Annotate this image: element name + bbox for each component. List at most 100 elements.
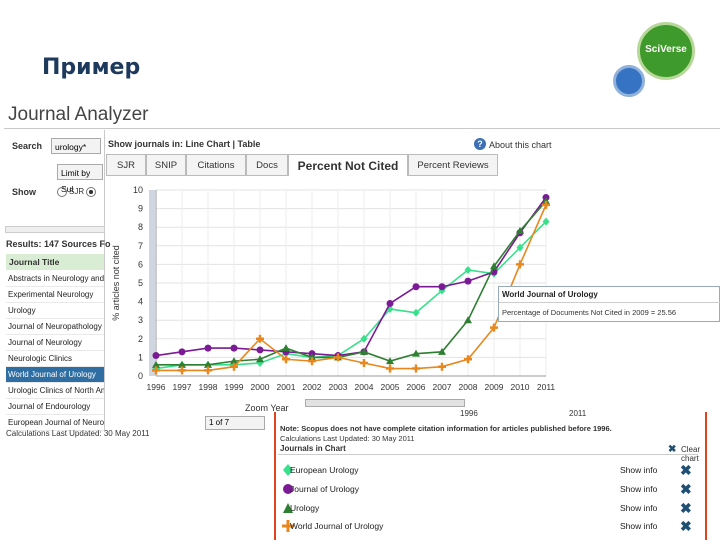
data-point	[230, 362, 238, 371]
tab-sjr[interactable]: SJR	[106, 154, 146, 176]
about-chart-link[interactable]: About this chart	[489, 140, 552, 150]
data-point	[256, 358, 264, 367]
list-item-selected[interactable]: World Journal of Urology	[6, 367, 104, 383]
x-tick-label: 2002	[303, 382, 322, 392]
x-tick-label: 2003	[329, 382, 348, 392]
x-tick-label: 2005	[381, 382, 400, 392]
x-tick-label: 1998	[199, 382, 218, 392]
legend-divider	[278, 454, 698, 455]
x-tick-label: 2007	[433, 382, 452, 392]
data-point	[516, 243, 524, 252]
show-snip-radio[interactable]	[86, 187, 96, 197]
x-tick-label: 1999	[225, 382, 244, 392]
y-tick-label: 1	[138, 352, 143, 362]
list-item[interactable]: Neurologic Clinics	[6, 351, 104, 367]
legend-label: Urology	[290, 503, 320, 513]
list-item[interactable]: Urology	[6, 303, 104, 319]
limit-by-subject-select[interactable]: Limit by Sul	[57, 164, 103, 194]
tab-docs[interactable]: Docs	[246, 154, 288, 176]
tooltip-title: World Journal of Urology	[502, 290, 598, 299]
x-tick-label: 2008	[459, 382, 478, 392]
circle-marker-icon	[283, 484, 293, 494]
list-item[interactable]: European Journal of Neurolog	[6, 415, 104, 431]
data-point	[490, 323, 498, 332]
x-tick-label: 2001	[277, 382, 296, 392]
search-input[interactable]: urology*	[51, 138, 101, 154]
help-icon[interactable]: ?	[474, 138, 486, 150]
zoom-start-year: 1996	[460, 409, 478, 418]
journal-list-header: Journal Title	[6, 254, 104, 270]
data-point	[334, 353, 342, 362]
show-info-link[interactable]: Show info	[620, 521, 658, 531]
tab-citations[interactable]: Citations	[186, 154, 246, 176]
sciverse-logo-text: SciVerse	[645, 44, 687, 55]
show-sjr-radio[interactable]	[57, 187, 67, 197]
show-info-link[interactable]: Show info	[620, 484, 658, 494]
x-tick-label: 2010	[511, 382, 530, 392]
zoom-label: Zoom Year	[245, 403, 289, 413]
data-point	[386, 364, 394, 373]
data-point	[178, 348, 186, 356]
series-line-urology	[156, 200, 547, 366]
data-point	[230, 357, 238, 365]
x-tick-label: 2004	[355, 382, 374, 392]
zoom-year-slider[interactable]	[305, 399, 465, 407]
data-point	[412, 349, 420, 357]
list-item[interactable]: Journal of Neurology	[6, 335, 104, 351]
data-point	[360, 347, 368, 355]
blue-circle-logo	[613, 65, 645, 97]
legend-row-journal-of-urology: Journal of Urology Show info ✖	[283, 481, 710, 499]
show-info-link[interactable]: Show info	[620, 503, 658, 513]
data-point	[438, 362, 446, 371]
search-label: Search	[12, 141, 43, 151]
cross-marker-icon	[282, 520, 294, 532]
x-tick-label: 1996	[147, 382, 166, 392]
data-point	[464, 316, 472, 324]
x-tick-label: 2006	[407, 382, 426, 392]
show-info-link[interactable]: Show info	[620, 465, 658, 475]
list-item[interactable]: Journal of Neuropathology	[6, 319, 104, 335]
triangle-marker-icon	[283, 503, 293, 513]
zoom-end-year: 2011	[569, 409, 587, 418]
results-count: Results: 147 Sources Fo	[6, 239, 111, 249]
remove-journal-icon[interactable]: ✖	[680, 500, 692, 516]
data-point	[464, 265, 472, 274]
tab-snip[interactable]: SNIP	[146, 154, 186, 176]
list-item[interactable]: Urologic Clinics of North Am	[6, 383, 104, 399]
data-point	[542, 197, 550, 205]
tab-percent-reviews[interactable]: Percent Reviews	[408, 154, 498, 176]
data-point	[256, 334, 264, 343]
data-point	[386, 299, 394, 307]
y-tick-label: 3	[138, 315, 143, 325]
view-switch[interactable]: Show journals in: Line Chart | Table	[108, 139, 261, 149]
data-point	[386, 305, 394, 314]
list-item[interactable]: Experimental Neurology	[6, 287, 104, 303]
sciverse-logo	[637, 22, 695, 80]
data-point	[178, 360, 186, 368]
legend-label: World Journal of Urology	[290, 521, 384, 531]
y-tick-label: 9	[138, 204, 143, 214]
data-point	[152, 360, 160, 368]
remove-journal-icon[interactable]: ✖	[680, 481, 692, 497]
pagination-select[interactable]: 1 of 7	[205, 416, 265, 430]
tab-percent-not-cited[interactable]: Percent Not Cited	[288, 154, 408, 176]
data-point	[464, 355, 472, 364]
list-item[interactable]: Abstracts in Neurology and	[6, 271, 104, 287]
chart-vertical-scrollbar	[149, 190, 155, 376]
legend-label: Journal of Urology	[290, 484, 359, 494]
sidebar-scrollbar[interactable]	[5, 226, 105, 233]
data-point	[256, 346, 264, 354]
clear-chart-link[interactable]: Clear chart	[681, 445, 701, 463]
y-tick-label: 10	[133, 185, 143, 195]
remove-journal-icon[interactable]: ✖	[680, 462, 692, 478]
list-item[interactable]: Journal of Endourology	[6, 399, 104, 415]
y-tick-label: 2	[138, 334, 143, 344]
legend-label: European Urology	[290, 465, 359, 475]
x-tick-label: 2000	[251, 382, 270, 392]
remove-journal-icon[interactable]: ✖	[680, 518, 692, 534]
clear-chart-icon[interactable]: ✖	[668, 444, 677, 455]
data-point	[230, 344, 238, 352]
sidebar-divider	[104, 130, 105, 430]
show-sjr-label: SJR	[69, 187, 85, 196]
highlight-frame-left	[274, 412, 276, 540]
